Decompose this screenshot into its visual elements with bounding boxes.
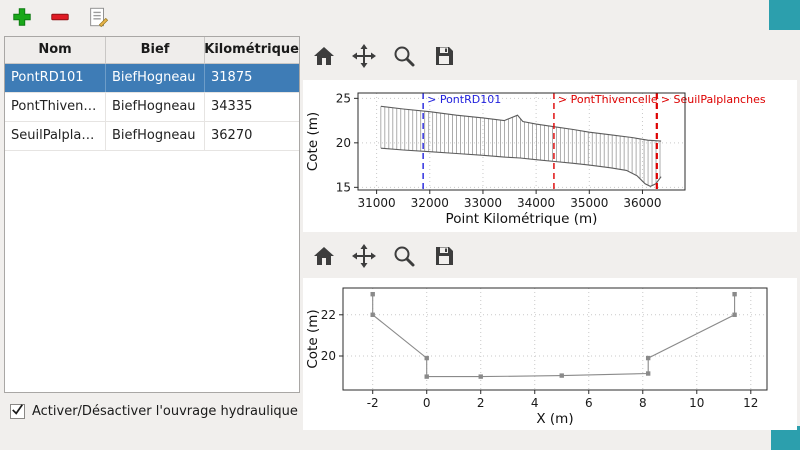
svg-text:31000: 31000 bbox=[358, 196, 396, 210]
svg-text:20: 20 bbox=[321, 349, 336, 363]
checkmark-icon bbox=[11, 403, 24, 420]
column-header-point-kilometrique[interactable]: Point Kilométrique bbox=[205, 42, 299, 57]
svg-text:32000: 32000 bbox=[411, 196, 449, 210]
column-header-bief[interactable]: Bief bbox=[106, 37, 205, 63]
cell-bief[interactable]: BiefHogneau bbox=[106, 122, 205, 150]
cell-nom[interactable]: SeuilPalplanches bbox=[5, 122, 106, 150]
longitudinal-profile-chart[interactable]: > PontRD101 > PontThivencelle > SeuilPalpl… bbox=[303, 80, 797, 232]
edit-ouvrage-button[interactable] bbox=[84, 4, 112, 32]
cell-pk[interactable]: 36270 bbox=[211, 128, 253, 143]
table-row[interactable]: SeuilPalplanchesBiefHogneau 36270 bbox=[5, 122, 299, 151]
save-icon bbox=[432, 44, 456, 71]
svg-text:Point Kilométrique (m): Point Kilométrique (m) bbox=[446, 211, 598, 227]
plot-toolbar-top bbox=[310, 44, 457, 71]
plot-pan-button[interactable] bbox=[350, 44, 377, 71]
svg-text:> PontRD101: > PontRD101 bbox=[427, 93, 501, 106]
zoom-icon bbox=[392, 44, 416, 71]
checkbox-label: Activer/Désactiver l'ouvrage hydraulique bbox=[32, 404, 298, 419]
plot-home-button[interactable] bbox=[310, 44, 337, 71]
svg-text:4: 4 bbox=[531, 396, 539, 410]
plot-home-button[interactable] bbox=[310, 244, 337, 271]
home-icon bbox=[312, 44, 336, 71]
minus-icon bbox=[49, 6, 71, 31]
desktop-corner-top-right bbox=[769, 0, 800, 30]
svg-text:10: 10 bbox=[689, 396, 704, 410]
svg-text:36000: 36000 bbox=[623, 196, 661, 210]
svg-text:6: 6 bbox=[585, 396, 593, 410]
svg-text:15: 15 bbox=[336, 180, 351, 194]
column-header-nom[interactable]: Nom bbox=[5, 37, 106, 63]
cell-nom[interactable]: PontThivencelle bbox=[5, 93, 106, 121]
cross-section-chart[interactable]: -2 0 2 4 6 8 10 12 20 22 X (m) Cote (m) bbox=[303, 278, 797, 430]
longitudinal-profile-figure: > PontRD101 > PontThivencelle > SeuilPalpl… bbox=[303, 80, 797, 232]
svg-text:> PontThivencelle: > PontThivencelle bbox=[558, 93, 658, 106]
plot-pan-button[interactable] bbox=[350, 244, 377, 271]
cell-nom[interactable]: PontRD101 bbox=[5, 64, 106, 92]
table-header: Nom Bief Point Kilométrique bbox=[5, 37, 299, 64]
svg-text:20: 20 bbox=[336, 136, 351, 150]
save-icon bbox=[432, 244, 456, 271]
svg-text:8: 8 bbox=[639, 396, 647, 410]
pan-icon bbox=[351, 44, 376, 71]
table-body: PontRD101 BiefHogneau 31875 PontThivencelle… bbox=[5, 64, 299, 151]
remove-ouvrage-button[interactable] bbox=[46, 4, 74, 32]
plot-zoom-button[interactable] bbox=[390, 244, 417, 271]
plot-zoom-button[interactable] bbox=[390, 44, 417, 71]
table-row[interactable]: PontRD101 BiefHogneau 31875 bbox=[5, 64, 299, 93]
ouvrages-table: Nom Bief Point Kilométrique PontRD101Bie… bbox=[4, 36, 300, 393]
cell-bief[interactable]: BiefHogneau bbox=[106, 64, 205, 92]
home-icon bbox=[312, 244, 336, 271]
svg-text:0: 0 bbox=[423, 396, 431, 410]
plot-save-button[interactable] bbox=[430, 244, 457, 271]
svg-text:34000: 34000 bbox=[517, 196, 555, 210]
zoom-icon bbox=[392, 244, 416, 271]
checkbox-box[interactable] bbox=[10, 404, 25, 419]
cross-section-figure: -2 0 2 4 6 8 10 12 20 22 X (m) Cote (m) bbox=[303, 278, 797, 430]
table-row[interactable]: PontThivencelle BiefHogneau 34335 bbox=[5, 93, 299, 122]
plot-toolbar-bottom bbox=[310, 244, 457, 271]
svg-text:25: 25 bbox=[336, 91, 351, 105]
svg-text:33000: 33000 bbox=[464, 196, 502, 210]
svg-text:-2: -2 bbox=[367, 396, 379, 410]
document-edit-icon bbox=[87, 6, 109, 31]
svg-text:Cote (m): Cote (m) bbox=[305, 112, 321, 171]
svg-text:> SeuilPalplanches: > SeuilPalplanches bbox=[661, 93, 766, 106]
svg-text:12: 12 bbox=[743, 396, 758, 410]
svg-text:2: 2 bbox=[477, 396, 485, 410]
svg-text:Cote (m): Cote (m) bbox=[305, 309, 321, 368]
activate-ouvrage-checkbox-row[interactable]: Activer/Désactiver l'ouvrage hydraulique bbox=[10, 404, 298, 419]
plus-icon bbox=[11, 6, 33, 31]
svg-text:X (m): X (m) bbox=[536, 411, 573, 427]
svg-text:35000: 35000 bbox=[570, 196, 608, 210]
add-ouvrage-button[interactable] bbox=[8, 4, 36, 32]
cell-pk[interactable]: 31875 bbox=[211, 70, 253, 85]
plot-save-button[interactable] bbox=[430, 44, 457, 71]
main-toolbar bbox=[8, 4, 112, 32]
svg-text:22: 22 bbox=[321, 308, 336, 322]
cell-pk[interactable]: 34335 bbox=[211, 99, 253, 114]
desktop-corner-bottom-right bbox=[771, 426, 800, 450]
pan-icon bbox=[351, 244, 376, 271]
cell-bief[interactable]: BiefHogneau bbox=[106, 93, 205, 121]
